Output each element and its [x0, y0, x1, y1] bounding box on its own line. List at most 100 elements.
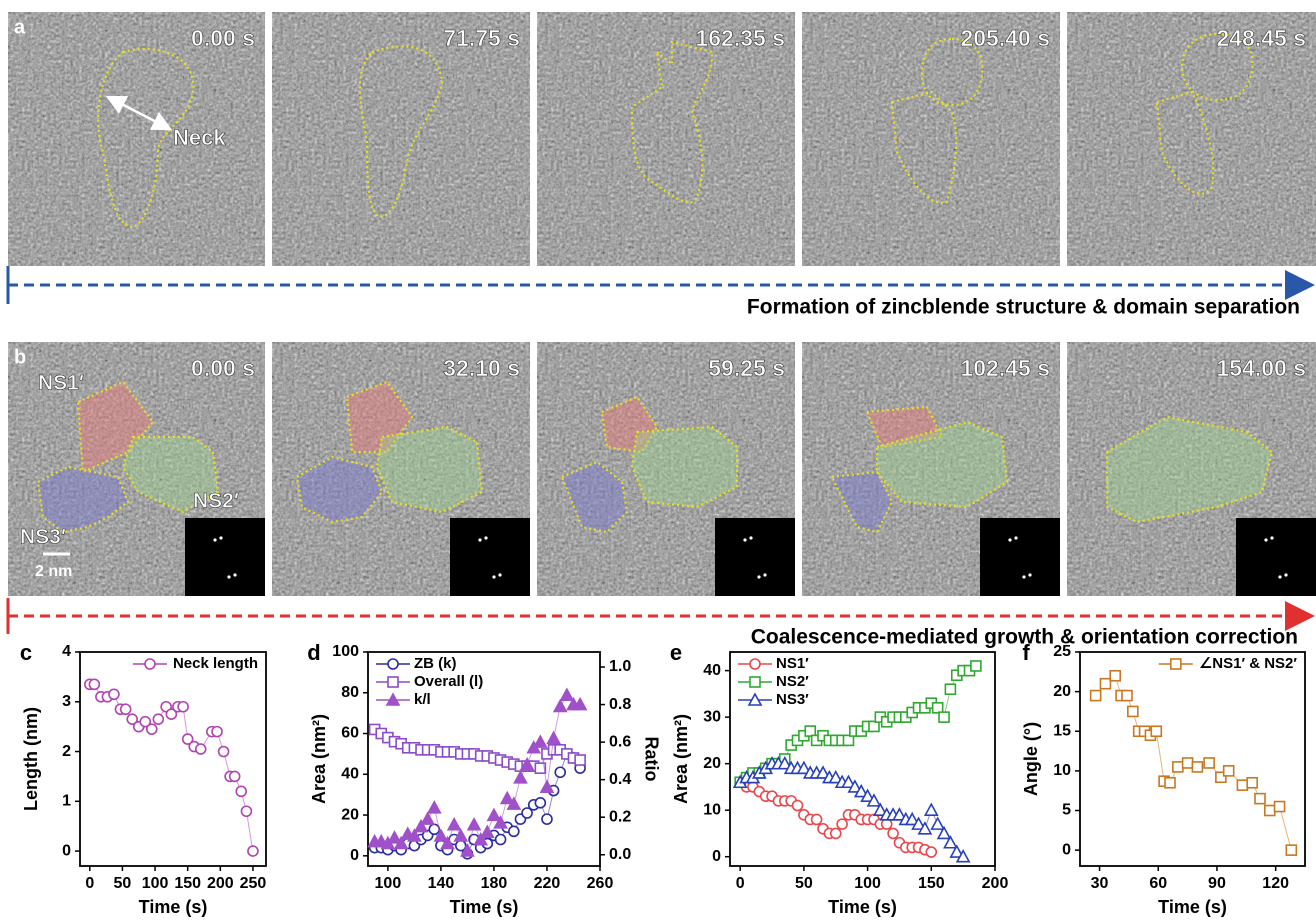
time-label: 71.75 s — [443, 25, 520, 51]
image-noise — [8, 12, 265, 266]
particle-outline — [1155, 90, 1215, 195]
legend-marker — [144, 658, 156, 670]
marker — [777, 755, 793, 770]
marker — [1127, 705, 1139, 718]
marker — [892, 807, 907, 821]
marker — [574, 754, 586, 766]
marker — [126, 713, 139, 725]
legend-marker — [387, 676, 399, 688]
marker — [1172, 761, 1184, 773]
marker — [519, 756, 535, 771]
caption: Formation of zincblende structure & doma… — [747, 296, 1300, 319]
plot-frame — [79, 651, 267, 867]
marker — [1191, 761, 1204, 773]
particle-region — [630, 425, 739, 509]
marker — [904, 811, 920, 826]
plot-frame — [729, 651, 996, 867]
y-tick-label: 3 — [62, 693, 71, 710]
legend-label: NS2′ — [776, 673, 809, 690]
image-noise — [802, 12, 1060, 266]
marker — [860, 788, 875, 803]
particle-label: NS3′ — [20, 526, 66, 549]
marker — [446, 817, 462, 831]
marker — [791, 799, 804, 812]
micrograph: 0.00 s b NS1′ NS2′ NS3′ 2 nm — [8, 342, 265, 596]
marker — [815, 765, 831, 779]
annotation: Neck — [173, 125, 226, 150]
marker — [1263, 804, 1276, 817]
fft-spot — [1008, 538, 1012, 542]
legend-label: Overall (l) — [414, 673, 483, 690]
marker — [426, 800, 442, 814]
y-tick-label: 40 — [341, 766, 359, 783]
x-tick-label: 250 — [240, 875, 267, 892]
marker — [194, 743, 207, 755]
particle-region — [375, 425, 484, 514]
marker — [1109, 669, 1122, 682]
y-tick-label: 0 — [712, 848, 721, 865]
marker — [486, 807, 502, 822]
marker — [1203, 757, 1215, 769]
x-tick-label: 30 — [1091, 875, 1109, 892]
marker — [828, 769, 844, 784]
micrograph: 162.35 s — [537, 12, 795, 266]
marker — [499, 790, 515, 805]
fft-inset — [450, 518, 530, 596]
x-tick-label: 200 — [982, 875, 1009, 892]
marker — [1273, 800, 1286, 813]
y-axis-label: Area (nm²) — [309, 714, 329, 804]
marker — [145, 723, 158, 735]
marker — [1246, 776, 1258, 789]
fft-spot — [492, 575, 496, 579]
marker — [868, 720, 880, 733]
marker — [853, 783, 869, 798]
image-noise — [272, 12, 530, 266]
plot-frame — [367, 651, 601, 867]
legend-label: NS1′ — [776, 655, 809, 672]
micrograph: 0.00 s a Neck — [8, 12, 265, 266]
x-tick-label: 180 — [481, 875, 508, 892]
y-tick-label: 80 — [341, 684, 359, 701]
marker — [925, 846, 938, 858]
y-axis-label: Length (nm) — [21, 707, 41, 811]
x-tick-label: 260 — [587, 875, 614, 892]
marker — [119, 703, 132, 716]
particle-label: NS2′ — [193, 490, 239, 513]
fft-spot — [484, 536, 488, 540]
marker — [1121, 689, 1133, 702]
y-tick-label: 1 — [62, 793, 71, 810]
fft-spot — [1264, 538, 1268, 542]
marker — [235, 785, 247, 798]
legend-label: ZB (k) — [414, 655, 457, 672]
marker — [552, 698, 568, 713]
y-tick-label: 0 — [1062, 841, 1071, 858]
x-axis-label: Time (s) — [828, 897, 897, 917]
marker — [559, 687, 575, 701]
y-tick-label: 10 — [1053, 762, 1071, 779]
marker — [829, 827, 842, 840]
marker — [240, 805, 253, 818]
marker — [493, 815, 508, 829]
marker — [420, 811, 436, 825]
particle-label: NS1′ — [38, 372, 84, 395]
marker — [165, 708, 178, 721]
y-tick-label: 25 — [1053, 643, 1071, 660]
particle-region — [121, 435, 220, 514]
fft-spot — [757, 575, 761, 579]
y2-axis-label: Ratio — [641, 737, 661, 782]
particle-region — [345, 380, 414, 454]
particle-region — [600, 395, 659, 454]
marker — [842, 734, 855, 747]
y-tick-label: 10 — [703, 801, 721, 818]
micrograph: 154.00 s — [1067, 342, 1316, 596]
marker — [506, 796, 522, 810]
marker — [387, 830, 402, 844]
particle-region — [875, 420, 1009, 509]
marker — [943, 835, 958, 849]
time-label: 0.00 s — [191, 355, 255, 381]
marker — [872, 802, 888, 816]
fft-spot — [219, 536, 223, 540]
fft-spot — [478, 538, 482, 542]
marker — [1254, 792, 1266, 805]
